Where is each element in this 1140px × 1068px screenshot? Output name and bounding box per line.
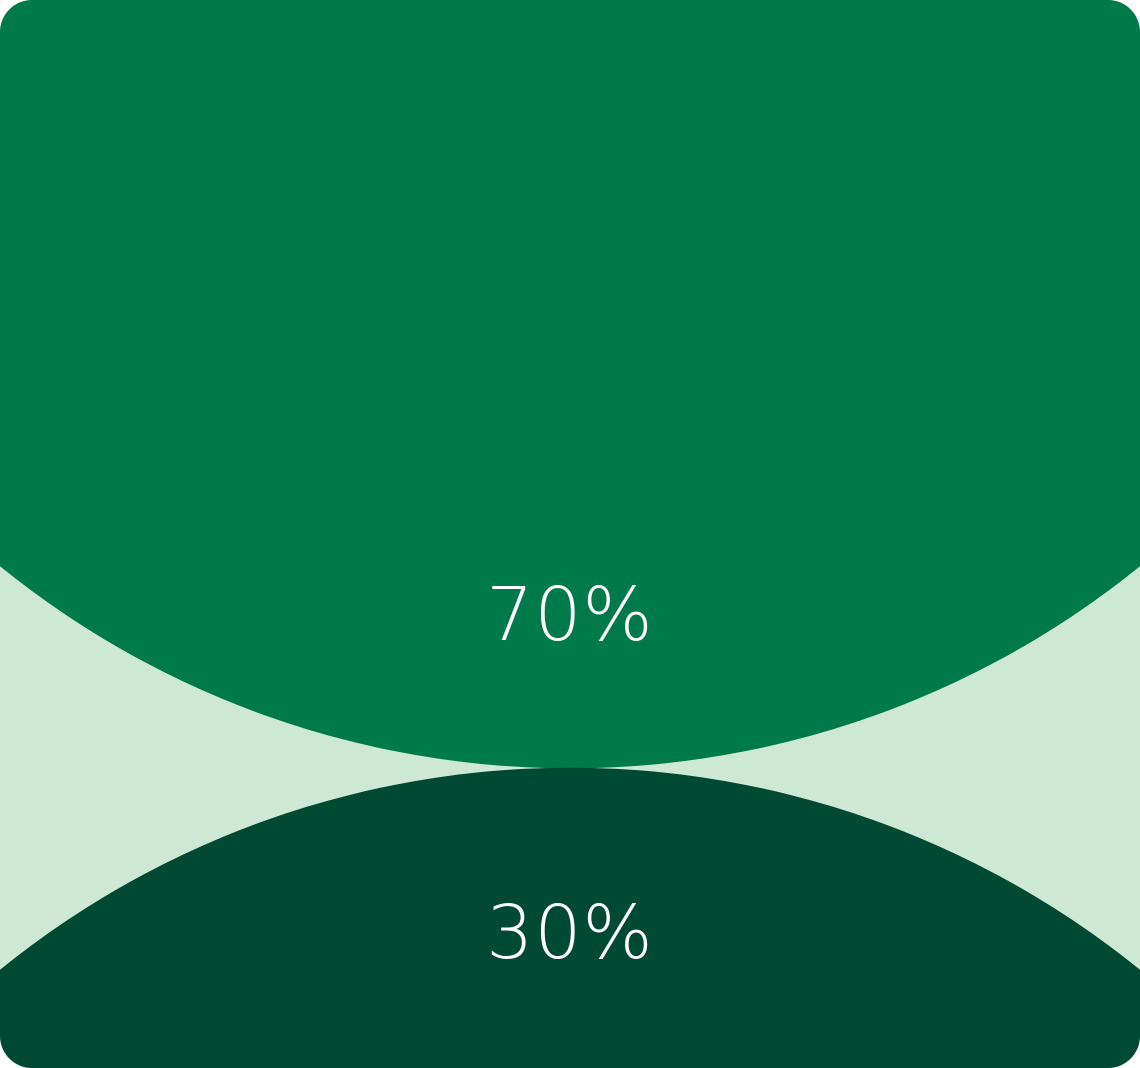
segment-70-percent bbox=[0, 0, 1140, 768]
segment-30-percent bbox=[0, 768, 1140, 1068]
label-30-percent: 30% bbox=[486, 890, 653, 976]
label-70-percent: 70% bbox=[486, 572, 653, 658]
